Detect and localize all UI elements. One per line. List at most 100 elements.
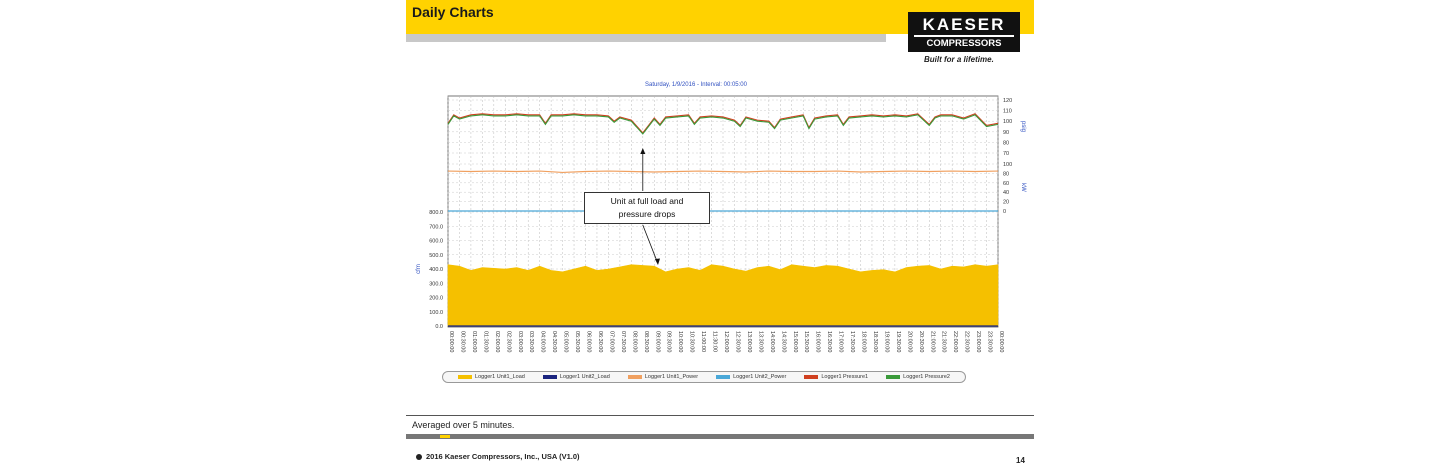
slide-caption: Averaged over 5 minutes. (412, 420, 515, 430)
legend-item: Logger1 Unit1_Load (458, 374, 525, 380)
y-tick-label-kw: 20 (1003, 200, 1009, 206)
copyright-text: 2016 Kaeser Compressors, Inc., USA (V1.0… (426, 452, 580, 461)
y-tick-label-kw: 60 (1003, 181, 1009, 187)
x-tick-label: 23:30:00 (987, 331, 993, 352)
x-tick-label: 11:00:00 (700, 331, 706, 352)
y-tick-label-cfm: 700.0 (429, 224, 443, 230)
x-tick-label: 22:00:00 (952, 331, 958, 352)
x-tick-label: 09:00:00 (654, 331, 660, 352)
x-tick-label: 09:30:00 (666, 331, 672, 352)
legend-swatch (804, 375, 819, 379)
y-axis-label-psig: psig (1020, 121, 1026, 132)
x-tick-label: 17:30:00 (849, 331, 855, 352)
legend-swatch (716, 375, 731, 379)
y-tick-label-psig: 120 (1003, 98, 1012, 104)
copyright: 2016 Kaeser Compressors, Inc., USA (V1.0… (416, 452, 580, 461)
annotation-arrow-down (642, 224, 659, 264)
title-bar-stripe (406, 34, 886, 42)
x-tick-label: 20:30:00 (918, 331, 924, 352)
x-tick-label: 05:00:00 (563, 331, 569, 352)
legend-item: Logger1 Pressure1 (804, 374, 868, 380)
x-tick-label: 00:00:00 (998, 331, 1004, 352)
legend-item: Logger1 Unit2_Load (542, 374, 610, 380)
x-tick-label: 15:30:00 (803, 331, 809, 352)
y-tick-label-cfm: 600.0 (429, 239, 443, 245)
y-tick-label-cfm: 400.0 (429, 267, 443, 273)
x-tick-label: 16:30:00 (826, 331, 832, 352)
annotation-arrowhead-down (654, 258, 660, 265)
footer-bar-accent (440, 435, 450, 438)
legend-item: Logger1 Unit2_Power (716, 374, 786, 380)
legend-label: Logger1 Unit2_Load (559, 374, 610, 380)
y-tick-label-psig: 100 (1003, 119, 1012, 125)
x-tick-label: 14:30:00 (780, 331, 786, 352)
x-tick-label: 02:30:00 (505, 331, 511, 352)
x-tick-label: 21:00:00 (929, 331, 935, 352)
y-tick-label-psig: 90 (1003, 130, 1009, 136)
copyright-bullet-icon (416, 454, 422, 461)
x-tick-label: 02:00:00 (494, 331, 500, 352)
x-tick-label: 17:00:00 (838, 331, 844, 352)
x-tick-label: 10:00:00 (677, 331, 683, 352)
logo-subtitle: COMPRESSORS (914, 35, 1014, 50)
x-tick-label: 14:00:00 (769, 331, 775, 352)
chart-legend: Logger1 Unit1_Load Logger1 Unit2_Load Logg… (442, 371, 966, 383)
x-tick-label: 01:00:00 (471, 331, 477, 352)
y-tick-label-psig: 80 (1003, 140, 1009, 146)
y-axis-label-cfm: cfm (416, 264, 422, 274)
x-tick-label: 21:30:00 (941, 331, 947, 352)
legend-swatch (886, 375, 901, 379)
legend-label: Logger1 Unit1_Power (644, 374, 699, 380)
x-tick-label: 22:30:00 (964, 331, 970, 352)
legend-label: Logger1 Pressure1 (821, 374, 869, 380)
annotation-arrowhead-up (640, 148, 646, 154)
footer-bar (406, 434, 1034, 439)
kaeser-logo: KAESER COMPRESSORS (908, 12, 1020, 52)
x-tick-label: 01:30:00 (482, 331, 488, 352)
x-tick-label: 12:00:00 (723, 331, 729, 352)
series-line-logger1-pressure1 (447, 113, 999, 134)
x-tick-label: 03:00:00 (517, 331, 523, 352)
chart-title: Saturday, 1/9/2016 - Interval: 00:05:00 (645, 82, 747, 88)
legend-swatch (542, 375, 557, 379)
chart-annotation: Unit at full load and pressure drops (584, 192, 710, 224)
x-tick-label: 18:30:00 (872, 331, 878, 352)
x-tick-label: 03:30:00 (528, 331, 534, 352)
x-tick-label: 00:00:00 (448, 331, 454, 352)
x-tick-label: 16:00:00 (815, 331, 821, 352)
x-tick-label: 08:00:00 (631, 331, 637, 352)
y-tick-label-psig: 110 (1003, 109, 1012, 115)
x-tick-label: 12:30:00 (734, 331, 740, 352)
x-tick-label: 04:30:00 (551, 331, 557, 352)
legend-swatch (458, 375, 473, 379)
x-tick-label: 13:00:00 (746, 331, 752, 352)
legend-label: Logger1 Pressure2 (903, 374, 950, 380)
annotation-line-2: pressure drops (618, 209, 676, 219)
footer-divider (406, 415, 1034, 416)
page-number: 14 (1016, 456, 1025, 465)
x-tick-label: 06:30:00 (597, 331, 603, 352)
daily-chart: 00:00:00 00:30:00 01:00:00 01:30:00 02:00:00… (416, 95, 1026, 352)
legend-label: Logger1 Unit2_Power (733, 374, 787, 380)
y-tick-label-kw: 40 (1003, 190, 1009, 196)
y-tick-label-cfm: 200.0 (429, 296, 443, 302)
series-line-logger1-pressure2 (447, 114, 999, 135)
y-tick-label-cfm: 500.0 (429, 253, 443, 259)
logo-wordmark: KAESER (922, 15, 1006, 34)
x-tick-label: 18:00:00 (861, 331, 867, 352)
y-tick-label-cfm: 0.0 (435, 324, 443, 330)
y-tick-label-cfm: 300.0 (429, 281, 443, 287)
x-tick-label: 11:30:00 (712, 331, 718, 352)
x-tick-label: 19:30:00 (895, 331, 901, 352)
series-line-logger1-unit1-power (447, 170, 999, 174)
legend-item: Logger1 Pressure2 (886, 374, 950, 380)
y-tick-label-kw: 80 (1003, 171, 1009, 177)
x-tick-label: 20:00:00 (906, 331, 912, 352)
x-tick-label: 08:30:00 (643, 331, 649, 352)
x-tick-label: 19:00:00 (883, 331, 889, 352)
y-axis-label-kw: kW (1020, 183, 1026, 192)
x-tick-label: 07:00:00 (608, 331, 614, 352)
y-tick-label-kw: 100 (1003, 162, 1012, 168)
x-tick-label: 13:30:00 (757, 331, 763, 352)
x-tick-label: 00:30:00 (459, 331, 465, 352)
